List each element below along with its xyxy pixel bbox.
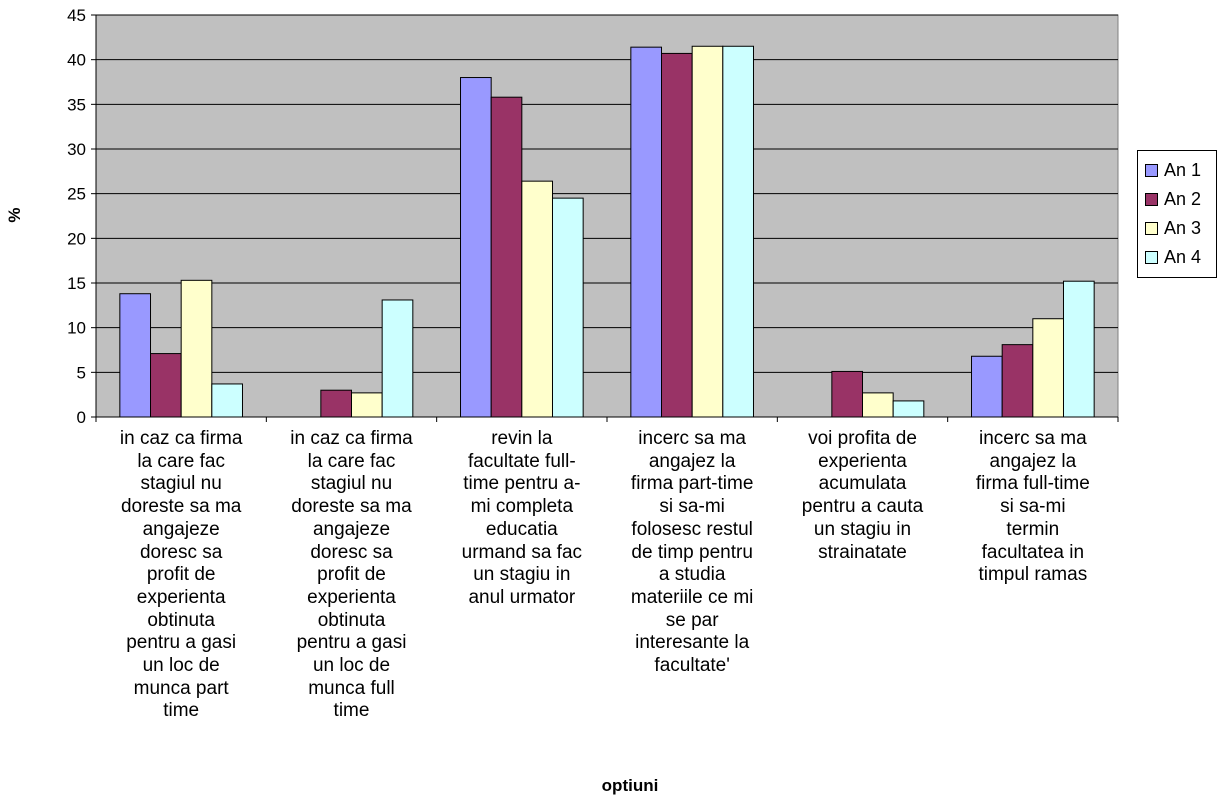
bar-an-4 bbox=[381, 299, 414, 418]
y-tick-label: 40 bbox=[67, 51, 86, 70]
legend-item: An 1 bbox=[1145, 156, 1216, 185]
y-tick-label: 15 bbox=[67, 274, 86, 293]
y-tick-label: 25 bbox=[67, 185, 86, 204]
legend-label: An 4 bbox=[1164, 247, 1202, 267]
bar-an-4 bbox=[722, 45, 754, 418]
bar-an-2 bbox=[320, 389, 352, 418]
x-category-label: incerc sa ma angajez la firma full-time si … bbox=[975, 428, 1090, 586]
bar-an-2 bbox=[661, 52, 693, 418]
bar-an-1 bbox=[460, 77, 492, 418]
bar-an-3 bbox=[1032, 318, 1064, 418]
gridlines bbox=[96, 14, 1118, 373]
bar-an-3 bbox=[351, 392, 383, 418]
x-category-label: revin la facultate full-time pentru a-mi … bbox=[461, 428, 583, 608]
x-category-label: voi profita de experienta acumulata pentru … bbox=[801, 428, 924, 563]
bar-an-1 bbox=[630, 46, 663, 418]
y-tick-label: 45 bbox=[67, 6, 86, 25]
bar-an-3 bbox=[521, 180, 553, 418]
legend: An 1 An 2 An 3 An 4 bbox=[1137, 150, 1217, 278]
x-axis-label: optiuni bbox=[601, 776, 659, 795]
bar-an-2 bbox=[831, 370, 864, 418]
bar-an-2 bbox=[150, 353, 182, 418]
legend-swatch bbox=[1145, 193, 1158, 206]
bar-an-4 bbox=[1062, 280, 1095, 418]
legend-swatch bbox=[1145, 251, 1158, 264]
bar-an-4 bbox=[551, 197, 584, 418]
bar-an-3 bbox=[862, 392, 894, 418]
bar-an-2 bbox=[490, 96, 523, 418]
y-tick-labels: 0 5 10 15 20 25 30 35 40 45 bbox=[67, 6, 86, 427]
y-axis-label: % bbox=[5, 207, 24, 223]
legend-item: An 2 bbox=[1145, 185, 1216, 214]
legend-item: An 3 bbox=[1145, 214, 1216, 243]
bar-an-2 bbox=[1001, 344, 1034, 418]
bar-an-4 bbox=[211, 383, 243, 418]
y-tick-label: 20 bbox=[67, 229, 86, 248]
legend-label: An 1 bbox=[1164, 160, 1202, 180]
y-tick-label: 0 bbox=[77, 408, 86, 427]
bar-an-1 bbox=[971, 355, 1003, 418]
axes bbox=[91, 14, 1119, 422]
x-category-label: incerc sa ma angajez la firma part-time si … bbox=[630, 428, 754, 677]
plot-area bbox=[95, 14, 1119, 418]
bar-an-4 bbox=[892, 400, 925, 418]
legend-swatch bbox=[1145, 164, 1158, 177]
x-category-label: in caz ca firma la care fac stagiul nu dore… bbox=[290, 428, 413, 722]
legend-item: An 4 bbox=[1145, 243, 1216, 272]
legend-swatch bbox=[1145, 222, 1158, 235]
bar-an-3 bbox=[691, 45, 724, 418]
x-category-label: in caz ca firma la care fac stagiul nu dore… bbox=[119, 428, 243, 722]
y-tick-label: 5 bbox=[77, 363, 86, 382]
bar-an-1 bbox=[119, 293, 152, 418]
y-tick-label: 30 bbox=[67, 140, 86, 159]
bar-an-3 bbox=[180, 279, 213, 418]
bars bbox=[119, 45, 1095, 418]
legend-label: An 3 bbox=[1164, 218, 1202, 238]
y-tick-label: 35 bbox=[67, 95, 86, 114]
y-tick-label: 10 bbox=[67, 319, 86, 338]
legend-label: An 2 bbox=[1164, 189, 1202, 209]
